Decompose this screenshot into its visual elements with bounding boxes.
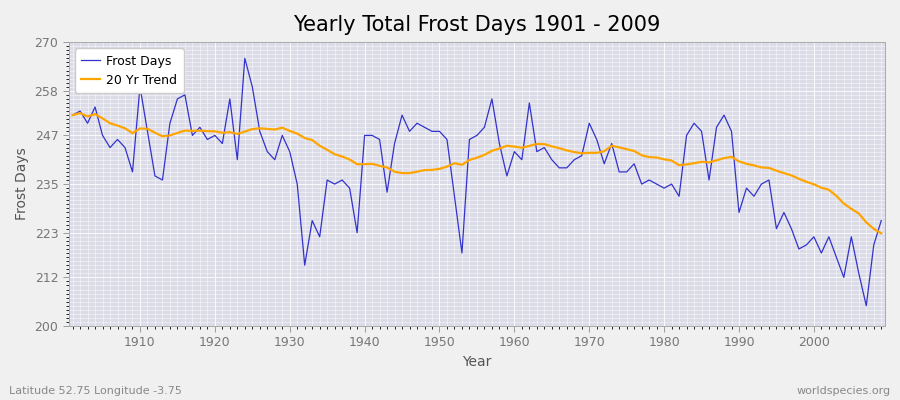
20 Yr Trend	[75, 111, 86, 116]
Legend: Frost Days, 20 Yr Trend: Frost Days, 20 Yr Trend	[75, 48, 184, 93]
20 Yr Trend	[517, 145, 527, 150]
Frost Days	[517, 157, 527, 162]
Line: Frost Days: Frost Days	[73, 58, 881, 306]
Text: Latitude 52.75 Longitude -3.75: Latitude 52.75 Longitude -3.75	[9, 386, 182, 396]
Frost Days	[607, 141, 617, 146]
20 Yr Trend	[344, 157, 355, 162]
20 Yr Trend	[876, 231, 886, 236]
Frost Days	[861, 303, 872, 308]
Frost Days	[239, 56, 250, 61]
Frost Days	[344, 186, 355, 190]
20 Yr Trend	[135, 126, 146, 131]
Frost Days	[509, 149, 520, 154]
Frost Days	[68, 113, 78, 118]
Line: 20 Yr Trend: 20 Yr Trend	[73, 113, 881, 233]
Frost Days	[300, 263, 310, 268]
20 Yr Trend	[607, 143, 617, 148]
X-axis label: Year: Year	[463, 355, 491, 369]
Y-axis label: Frost Days: Frost Days	[15, 148, 29, 220]
20 Yr Trend	[300, 136, 310, 140]
20 Yr Trend	[68, 113, 78, 118]
Title: Yearly Total Frost Days 1901 - 2009: Yearly Total Frost Days 1901 - 2009	[293, 15, 661, 35]
Text: worldspecies.org: worldspecies.org	[796, 386, 891, 396]
Frost Days	[876, 218, 886, 223]
Frost Days	[127, 170, 138, 174]
20 Yr Trend	[509, 144, 520, 149]
